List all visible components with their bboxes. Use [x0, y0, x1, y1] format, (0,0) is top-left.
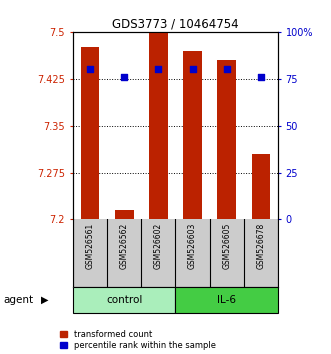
FancyBboxPatch shape — [175, 287, 278, 313]
Bar — [80, 47, 99, 219]
Legend: transformed count, percentile rank within the sample: transformed count, percentile rank withi… — [61, 330, 216, 350]
FancyBboxPatch shape — [73, 287, 175, 313]
Point — [190, 67, 195, 72]
Text: GSM526602: GSM526602 — [154, 223, 163, 269]
Bar — [217, 60, 236, 219]
Bar — [252, 154, 270, 219]
Text: GSM526562: GSM526562 — [119, 223, 129, 269]
Bar — [115, 210, 133, 219]
Point — [224, 67, 229, 72]
Point — [87, 67, 93, 72]
Text: agent: agent — [3, 295, 33, 305]
Text: GSM526603: GSM526603 — [188, 223, 197, 269]
Text: GSM526605: GSM526605 — [222, 223, 231, 269]
Text: GSM526561: GSM526561 — [85, 223, 94, 269]
Point — [156, 67, 161, 72]
Text: ▶: ▶ — [41, 295, 48, 305]
Bar — [149, 32, 168, 219]
Point — [258, 74, 263, 80]
Text: control: control — [106, 295, 142, 305]
Text: IL-6: IL-6 — [217, 295, 236, 305]
Text: GSM526678: GSM526678 — [257, 223, 265, 269]
Bar — [183, 51, 202, 219]
Point — [121, 74, 127, 80]
Title: GDS3773 / 10464754: GDS3773 / 10464754 — [112, 18, 239, 31]
